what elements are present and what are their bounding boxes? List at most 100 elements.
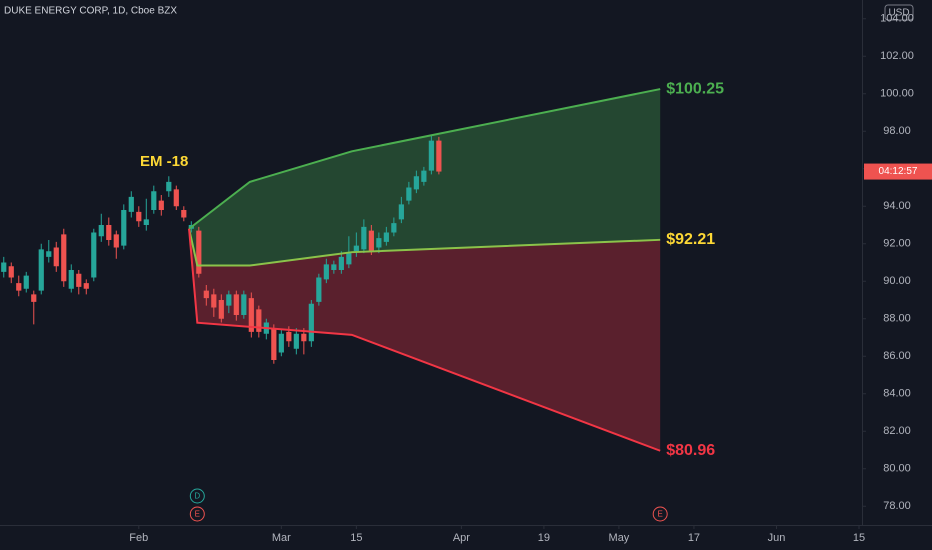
end-label: $80.96: [666, 442, 715, 459]
candle-body: [248, 298, 254, 332]
y-tick-label: 102.00: [880, 50, 914, 62]
candle-body: [38, 249, 44, 291]
candle-body: [226, 294, 232, 306]
countdown-tag: [864, 163, 932, 180]
candle-body: [16, 283, 22, 291]
x-tick-label: 15: [853, 532, 865, 544]
y-tick-label: 86.00: [883, 350, 911, 362]
candle-body: [391, 223, 397, 233]
y-tick-label: 92.00: [883, 238, 911, 250]
candle-body: [8, 266, 14, 278]
candle-body: [361, 226, 367, 250]
y-tick-label: 104.00: [880, 13, 914, 25]
candle-body: [121, 210, 127, 246]
end-label: $100.25: [666, 80, 724, 97]
currency-box[interactable]: [884, 4, 914, 21]
candle-body: [143, 219, 149, 225]
x-tick-label: Apr: [453, 532, 470, 544]
y-tick-label: 100.00: [880, 88, 914, 100]
y-tick-label: 80.00: [883, 463, 911, 475]
candle-body: [46, 251, 52, 257]
candle-body: [383, 232, 389, 242]
candle-body: [136, 211, 142, 222]
candle-body: [241, 294, 247, 315]
candle-body: [376, 238, 382, 248]
candle-body: [331, 264, 337, 270]
candle-body: [271, 328, 277, 360]
candle-body: [23, 275, 29, 289]
candle-body: [413, 176, 419, 190]
candle-body: [83, 283, 89, 289]
y-tick-label: 94.00: [883, 200, 911, 212]
candle-body: [91, 232, 97, 278]
candle-body: [316, 277, 322, 302]
candle-body: [53, 247, 59, 267]
candle-body: [76, 273, 82, 287]
x-tick-label: Mar: [272, 532, 291, 544]
y-tick-label: 84.00: [883, 388, 911, 400]
candle-body: [233, 294, 239, 315]
candle-body: [421, 170, 427, 182]
range-line: [188, 88, 661, 230]
candle-body: [113, 234, 119, 248]
y-tick-label: 90.00: [883, 275, 911, 287]
candle-body: [166, 181, 172, 192]
candle-body: [256, 309, 262, 332]
event-marker: [189, 488, 205, 504]
annotation: EM -18: [140, 153, 188, 170]
y-tick-label: 82.00: [883, 425, 911, 437]
candle-body: [293, 333, 299, 349]
candle-body: [406, 187, 412, 201]
x-tick-label: 19: [538, 532, 550, 544]
range-line: [188, 228, 661, 267]
candle-body: [31, 294, 37, 302]
currency[interactable]: USD: [888, 8, 909, 19]
event-marker: [652, 506, 668, 522]
x-tick-label: 15: [350, 532, 362, 544]
y-tick-label: 78.00: [883, 500, 911, 512]
candle-body: [278, 333, 284, 353]
chart-title: DUKE ENERGY CORP, 1D, Cboe BZX: [4, 6, 177, 17]
countdown: 04:12:57: [879, 166, 918, 177]
x-tick-label: 17: [688, 532, 700, 544]
candle-body: [323, 264, 329, 280]
candle-body: [368, 230, 374, 252]
candle-body: [1, 262, 7, 272]
candle-body: [218, 300, 224, 319]
event-label: E: [658, 510, 663, 519]
x-tick-label: Feb: [129, 532, 148, 544]
candle-body: [158, 200, 164, 210]
event-marker: [189, 506, 205, 522]
candle-body: [181, 210, 187, 218]
candle-body: [173, 189, 179, 207]
candle-body: [98, 225, 104, 237]
candle-body: [308, 303, 314, 342]
event-label: D: [194, 492, 200, 501]
candle-body: [61, 234, 67, 282]
x-tick-label: Jun: [768, 532, 786, 544]
candle-body: [353, 245, 359, 252]
event-label: E: [195, 510, 200, 519]
candle-body: [68, 270, 74, 289]
candle-body: [128, 196, 134, 212]
end-label: $92.21: [666, 231, 715, 248]
candle-body: [338, 256, 344, 270]
candle-body: [301, 333, 307, 342]
candle-body: [211, 294, 217, 308]
candle-body: [106, 225, 112, 240]
y-tick-label: 88.00: [883, 313, 911, 325]
candle-body: [346, 253, 352, 265]
candle-body: [286, 331, 292, 342]
candle-body: [203, 290, 209, 299]
candle-body: [196, 230, 202, 274]
candle-body: [151, 191, 157, 210]
range-fill: [189, 228, 661, 451]
range-line: [188, 228, 661, 452]
candle-body: [436, 140, 442, 172]
candle-body: [428, 140, 434, 171]
candle-body: [398, 204, 404, 220]
y-tick-label: 98.00: [883, 125, 911, 137]
